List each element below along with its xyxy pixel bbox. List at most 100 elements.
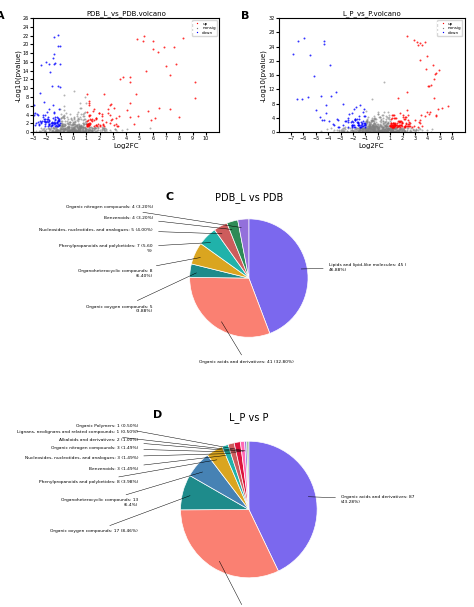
Point	[352, 123, 360, 133]
Point	[370, 126, 377, 136]
Point	[356, 124, 364, 134]
Point	[395, 120, 403, 130]
Point	[366, 123, 374, 133]
Point	[372, 121, 380, 131]
Point	[356, 123, 364, 133]
Point	[52, 127, 60, 137]
Point	[52, 126, 59, 136]
Point	[75, 126, 82, 136]
Point	[385, 110, 393, 120]
Point	[76, 122, 83, 132]
Point	[362, 123, 369, 132]
Point	[74, 125, 82, 135]
Point	[377, 126, 384, 136]
Point	[68, 124, 76, 134]
Point	[389, 114, 396, 123]
Point	[57, 109, 65, 119]
Point	[386, 126, 394, 135]
Point	[373, 122, 381, 132]
Point	[348, 124, 356, 134]
Point	[388, 125, 396, 135]
Point	[75, 124, 82, 134]
Point	[388, 120, 395, 130]
Point	[56, 121, 64, 131]
Point	[378, 110, 385, 120]
Point	[70, 125, 78, 135]
Point	[88, 126, 95, 135]
Point	[107, 115, 115, 125]
Point	[384, 123, 392, 132]
Point	[379, 113, 386, 123]
Point	[53, 127, 60, 137]
Point	[100, 123, 107, 132]
Point	[64, 115, 72, 124]
Point	[372, 121, 379, 131]
Point	[383, 124, 391, 134]
Point	[431, 93, 438, 103]
Point	[377, 126, 385, 135]
Point	[75, 126, 83, 136]
Point	[365, 123, 373, 132]
Point	[78, 122, 86, 132]
Point	[60, 101, 67, 111]
Point	[393, 118, 401, 127]
Point	[374, 123, 381, 132]
Point	[77, 103, 85, 113]
Point	[377, 126, 384, 136]
Point	[407, 123, 414, 132]
Point	[371, 126, 378, 136]
Point	[387, 127, 395, 137]
Point	[73, 120, 80, 130]
Point	[328, 91, 335, 101]
Point	[67, 123, 74, 132]
Point	[52, 121, 60, 131]
Point	[90, 104, 98, 114]
Point	[55, 115, 63, 125]
Point	[392, 126, 400, 136]
Point	[102, 117, 109, 126]
Point	[115, 111, 123, 121]
Point	[111, 124, 118, 134]
Point	[371, 127, 378, 137]
Point	[349, 117, 357, 127]
Point	[406, 117, 413, 126]
Point	[86, 120, 93, 130]
Point	[55, 117, 63, 126]
Point	[350, 125, 358, 135]
Point	[361, 124, 369, 134]
Point	[75, 126, 82, 135]
Point	[396, 127, 403, 137]
Point	[73, 121, 81, 131]
Point	[53, 126, 60, 136]
Point	[79, 118, 86, 128]
Point	[81, 123, 88, 132]
Point	[63, 117, 71, 126]
Point	[358, 123, 365, 133]
Point	[100, 120, 107, 130]
Point	[56, 59, 64, 69]
Point	[45, 123, 52, 133]
Point	[60, 106, 68, 115]
Point	[432, 69, 439, 78]
Point	[357, 125, 365, 135]
Point	[316, 112, 324, 122]
Point	[385, 123, 393, 132]
Point	[33, 109, 41, 119]
Point	[45, 115, 53, 125]
Point	[363, 126, 371, 135]
Point	[392, 124, 400, 134]
Point	[368, 121, 376, 131]
Point	[58, 120, 66, 130]
Point	[365, 126, 372, 136]
Point	[350, 104, 358, 114]
Point	[353, 127, 360, 137]
Point	[366, 121, 374, 131]
Point	[382, 121, 390, 131]
Point	[365, 127, 372, 137]
Point	[367, 126, 375, 136]
Point	[394, 121, 402, 131]
Point	[51, 121, 58, 131]
Point	[119, 72, 127, 82]
Point	[363, 121, 370, 131]
Point	[60, 124, 67, 134]
